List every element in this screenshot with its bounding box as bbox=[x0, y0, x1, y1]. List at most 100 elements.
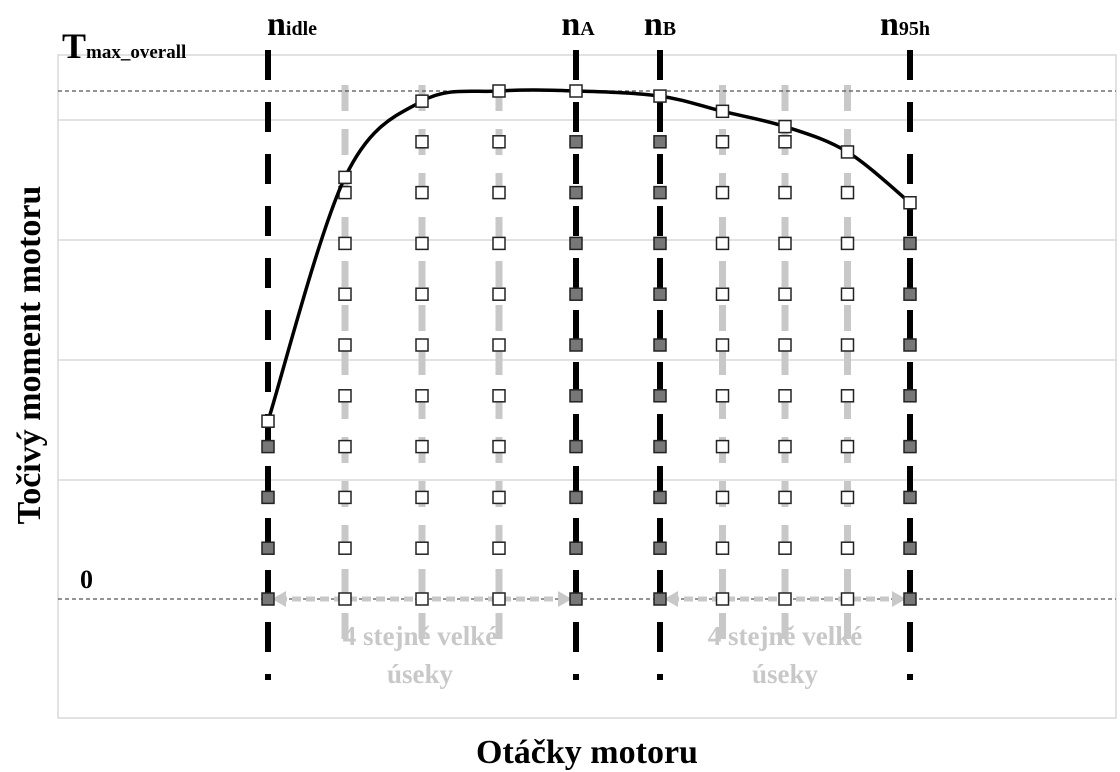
test-point bbox=[840, 592, 855, 606]
test-point bbox=[415, 389, 429, 403]
test-point bbox=[903, 389, 917, 403]
test-point bbox=[840, 389, 855, 403]
test-point bbox=[569, 592, 583, 606]
test-point bbox=[261, 439, 275, 454]
test-point bbox=[415, 185, 429, 200]
curve-point bbox=[778, 119, 792, 134]
curve-point bbox=[715, 104, 730, 119]
test-point bbox=[903, 287, 917, 301]
x-axis-label: Otáčky motoru bbox=[476, 734, 698, 771]
test-point bbox=[778, 236, 792, 251]
test-point bbox=[569, 185, 583, 200]
test-point bbox=[653, 287, 667, 301]
test-point bbox=[715, 389, 730, 403]
test-point bbox=[569, 236, 583, 251]
test-point bbox=[415, 236, 429, 251]
segment-annotation-line2: úseky bbox=[387, 659, 454, 689]
speed-marker-lines bbox=[265, 50, 913, 680]
test-point bbox=[338, 287, 352, 301]
test-point bbox=[840, 439, 855, 454]
test-point bbox=[903, 592, 917, 606]
test-point bbox=[778, 592, 792, 606]
test-point bbox=[653, 541, 667, 555]
test-point bbox=[653, 439, 667, 454]
test-point bbox=[338, 338, 352, 352]
test-point bbox=[778, 439, 792, 454]
segment-annotations: 4 stejně velké úseky 4 stejně velké úseky bbox=[343, 621, 862, 689]
test-point bbox=[715, 490, 730, 505]
segment-annotation-line1: 4 stejně velké bbox=[343, 621, 497, 651]
test-point bbox=[715, 236, 730, 251]
y-axis-label: Točivý moment motoru bbox=[11, 186, 48, 525]
test-point bbox=[715, 439, 730, 454]
test-point bbox=[338, 389, 352, 403]
speed-marker-label-n-b: nB bbox=[644, 6, 676, 43]
test-point bbox=[569, 439, 583, 454]
test-point bbox=[715, 287, 730, 301]
test-point bbox=[903, 541, 917, 555]
curve-point bbox=[569, 84, 583, 98]
test-point bbox=[261, 592, 275, 606]
test-point bbox=[415, 490, 429, 505]
test-point bbox=[840, 338, 855, 352]
plot-frame bbox=[57, 54, 1117, 719]
speed-marker-label-n-idle: nidle bbox=[267, 6, 317, 43]
arrow-head bbox=[892, 591, 906, 607]
test-point bbox=[715, 592, 730, 606]
test-point bbox=[338, 490, 352, 505]
test-point bbox=[492, 236, 506, 251]
curve-points bbox=[261, 84, 917, 428]
test-point bbox=[778, 135, 792, 149]
test-point bbox=[715, 338, 730, 352]
test-point bbox=[778, 490, 792, 505]
speed-marker-label-n-a: nA bbox=[561, 6, 595, 43]
test-point bbox=[840, 236, 855, 251]
test-point bbox=[569, 389, 583, 403]
test-point bbox=[903, 236, 917, 251]
test-point bbox=[492, 389, 506, 403]
test-point bbox=[778, 338, 792, 352]
test-point bbox=[338, 541, 352, 555]
curve-point bbox=[903, 196, 917, 210]
test-point bbox=[840, 490, 855, 505]
test-point bbox=[653, 389, 667, 403]
test-point bbox=[492, 490, 506, 505]
test-point bbox=[569, 287, 583, 301]
test-point bbox=[261, 541, 275, 555]
arrow-head bbox=[558, 591, 572, 607]
test-point bbox=[492, 439, 506, 454]
speed-marker-label-n-95h: n95h bbox=[880, 6, 930, 43]
zero-label: 0 bbox=[80, 565, 93, 594]
test-point bbox=[415, 592, 429, 606]
test-point bbox=[415, 439, 429, 454]
test-point bbox=[840, 185, 855, 200]
test-point bbox=[492, 287, 506, 301]
curve-point bbox=[415, 94, 429, 108]
arrow-head bbox=[272, 591, 286, 607]
curve-point bbox=[840, 145, 855, 159]
test-point bbox=[903, 338, 917, 352]
test-points bbox=[261, 135, 917, 606]
test-point bbox=[903, 439, 917, 454]
curve-point bbox=[492, 84, 506, 98]
test-point bbox=[338, 439, 352, 454]
speed-marker-labels: nidle nA nB n95h bbox=[267, 6, 930, 43]
test-point bbox=[653, 490, 667, 505]
segment-annotation-line1: 4 stejně velké bbox=[708, 621, 862, 651]
test-point bbox=[492, 185, 506, 200]
test-point bbox=[338, 236, 352, 251]
test-point bbox=[261, 490, 275, 505]
test-point bbox=[569, 338, 583, 352]
test-point bbox=[903, 490, 917, 505]
test-point bbox=[415, 287, 429, 301]
test-point bbox=[492, 592, 506, 606]
test-point bbox=[653, 338, 667, 352]
test-point bbox=[778, 389, 792, 403]
test-point bbox=[715, 135, 730, 149]
test-point bbox=[840, 541, 855, 555]
curve-point bbox=[338, 170, 352, 185]
test-point bbox=[653, 236, 667, 251]
test-point bbox=[653, 135, 667, 149]
test-point bbox=[778, 287, 792, 301]
